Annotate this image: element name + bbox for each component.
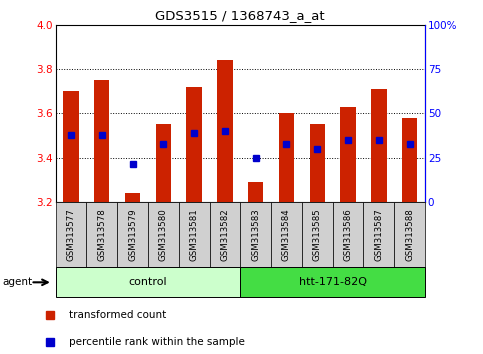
FancyBboxPatch shape xyxy=(394,202,425,267)
Text: GSM313577: GSM313577 xyxy=(67,208,75,261)
FancyBboxPatch shape xyxy=(86,202,117,267)
Bar xyxy=(125,193,140,202)
Text: GSM313581: GSM313581 xyxy=(190,208,199,261)
Text: percentile rank within the sample: percentile rank within the sample xyxy=(69,337,244,347)
Text: GSM313583: GSM313583 xyxy=(251,208,260,261)
FancyBboxPatch shape xyxy=(240,202,271,267)
Text: control: control xyxy=(128,277,167,287)
Text: GSM313579: GSM313579 xyxy=(128,208,137,261)
Bar xyxy=(186,87,202,202)
Bar xyxy=(248,182,263,202)
Bar xyxy=(341,107,356,202)
Text: GSM313586: GSM313586 xyxy=(343,208,353,261)
Bar xyxy=(279,113,294,202)
Text: GSM313587: GSM313587 xyxy=(374,208,384,261)
Bar xyxy=(94,80,110,202)
Text: agent: agent xyxy=(2,277,32,287)
FancyBboxPatch shape xyxy=(148,202,179,267)
FancyBboxPatch shape xyxy=(210,202,240,267)
FancyBboxPatch shape xyxy=(333,202,364,267)
FancyBboxPatch shape xyxy=(271,202,302,267)
FancyBboxPatch shape xyxy=(240,267,425,297)
Text: GSM313578: GSM313578 xyxy=(97,208,106,261)
Bar xyxy=(217,60,233,202)
Text: GSM313585: GSM313585 xyxy=(313,208,322,261)
Bar xyxy=(402,118,417,202)
FancyBboxPatch shape xyxy=(117,202,148,267)
FancyBboxPatch shape xyxy=(56,267,240,297)
Bar xyxy=(63,91,79,202)
Text: htt-171-82Q: htt-171-82Q xyxy=(298,277,367,287)
FancyBboxPatch shape xyxy=(56,202,86,267)
FancyBboxPatch shape xyxy=(302,202,333,267)
Bar xyxy=(371,89,386,202)
Bar xyxy=(156,124,171,202)
FancyBboxPatch shape xyxy=(179,202,210,267)
Text: GDS3515 / 1368743_a_at: GDS3515 / 1368743_a_at xyxy=(156,9,325,22)
Text: GSM313588: GSM313588 xyxy=(405,208,414,261)
Text: GSM313580: GSM313580 xyxy=(159,208,168,261)
Text: transformed count: transformed count xyxy=(69,310,166,320)
Bar xyxy=(310,124,325,202)
Text: GSM313582: GSM313582 xyxy=(220,208,229,261)
FancyBboxPatch shape xyxy=(364,202,394,267)
Text: GSM313584: GSM313584 xyxy=(282,208,291,261)
